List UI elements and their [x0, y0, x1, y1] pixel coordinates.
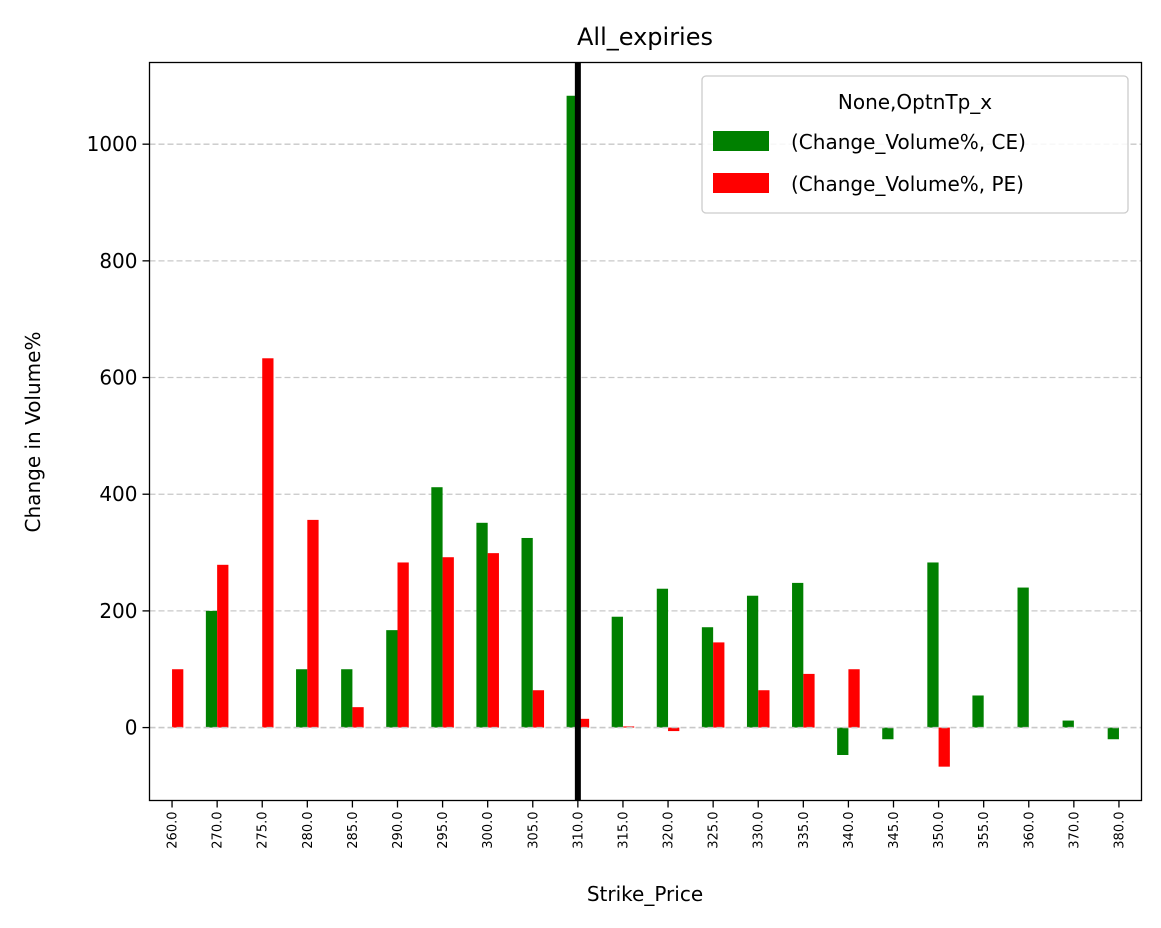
- bar-ce: [1107, 727, 1119, 740]
- bar-ce: [521, 537, 533, 728]
- bar-pe: [668, 727, 680, 732]
- x-tick-label: 380.0: [1112, 812, 1127, 849]
- y-tick-label: 0: [125, 716, 138, 740]
- x-tick-label: 325.0: [707, 812, 722, 849]
- x-tick-label: 300.0: [481, 812, 496, 849]
- y-axis: 0 200 400 600 800 1000: [87, 132, 150, 740]
- bars: [172, 95, 1119, 767]
- bar-pe: [938, 727, 950, 767]
- bar-ce: [1062, 720, 1074, 728]
- legend: None,OptnTp_x (Change_Volume%, CE)(Chang…: [701, 75, 1129, 214]
- y-tick-label: 1000: [87, 132, 138, 156]
- bar-pe: [397, 562, 409, 728]
- bar-pe: [758, 690, 770, 728]
- x-tick-label: 270.0: [211, 812, 226, 849]
- bar-pe: [713, 642, 725, 728]
- x-tick-label: 350.0: [932, 812, 947, 849]
- plot-frame: [148, 61, 1143, 802]
- y-tick-label: 200: [99, 599, 137, 623]
- bar-pe: [217, 564, 229, 728]
- bar-pe: [803, 673, 815, 728]
- x-tick-label: 330.0: [752, 812, 767, 849]
- bar-ce: [701, 627, 714, 728]
- legend-label: (Change_Volume%, CE): [791, 130, 1026, 154]
- bar-ce: [566, 95, 578, 728]
- y-gridlines: [149, 143, 1142, 729]
- legend-swatch: [713, 131, 769, 151]
- bar-ce: [972, 695, 984, 728]
- bar-ce: [205, 610, 218, 728]
- y-axis-label: Change in Volume%: [21, 332, 45, 533]
- x-tick-label: 315.0: [616, 812, 631, 849]
- x-tick-label: 370.0: [1067, 812, 1082, 849]
- bar-pe: [532, 690, 545, 728]
- x-axis: 260.0 270.0 275.0 280.0 285.0 290.0 295.0 300.0…: [166, 800, 1127, 849]
- bar-ce: [792, 582, 804, 728]
- legend-items: (Change_Volume%, CE) (Change_Volume%, PE): [713, 130, 1026, 196]
- x-tick-label: 280.0: [301, 812, 316, 849]
- x-tick-label: 285.0: [346, 812, 361, 849]
- x-tick-label: 345.0: [887, 812, 902, 849]
- legend-swatch: [713, 173, 769, 193]
- bar-pe: [577, 718, 590, 728]
- bar-ce: [746, 595, 759, 728]
- bar-ce: [386, 630, 398, 728]
- bar-ce: [476, 522, 488, 728]
- x-tick-label: 290.0: [391, 812, 406, 849]
- bar-ce: [882, 727, 894, 740]
- bar-ce: [611, 616, 623, 728]
- y-tick-label: 400: [99, 482, 137, 506]
- bar-pe: [307, 519, 319, 728]
- x-tick-label: 305.0: [526, 812, 541, 849]
- bar-pe: [172, 669, 184, 728]
- bar-ce: [927, 562, 939, 728]
- bar-ce: [431, 487, 443, 728]
- bar-pe: [262, 358, 274, 728]
- bar-ce: [656, 588, 669, 728]
- x-tick-label: 335.0: [797, 812, 812, 849]
- x-tick-label: 340.0: [842, 812, 857, 849]
- bar-ce: [341, 669, 353, 728]
- bar-pe: [442, 557, 454, 728]
- x-tick-label: 295.0: [436, 812, 451, 849]
- y-tick-label: 800: [99, 249, 137, 273]
- bar-ce: [837, 727, 849, 755]
- x-tick-label: 275.0: [256, 812, 271, 849]
- y-tick-label: 600: [99, 366, 137, 390]
- bar-ce: [1017, 587, 1029, 728]
- legend-title: None,OptnTp_x: [838, 90, 992, 114]
- bar-ce: [296, 669, 308, 728]
- legend-box: [701, 75, 1129, 214]
- bar-pe: [352, 707, 364, 728]
- x-tick-label: 310.0: [571, 812, 586, 849]
- bar-pe: [487, 553, 499, 728]
- bar-pe: [848, 669, 860, 728]
- legend-label: (Change_Volume%, PE): [791, 172, 1024, 196]
- x-tick-label: 355.0: [977, 812, 992, 849]
- x-axis-label: Strike_Price: [587, 882, 703, 906]
- x-tick-label: 360.0: [1022, 812, 1037, 849]
- x-tick-label: 260.0: [166, 812, 181, 849]
- x-tick-label: 320.0: [662, 812, 677, 849]
- chart-title: All_expiries: [577, 23, 713, 51]
